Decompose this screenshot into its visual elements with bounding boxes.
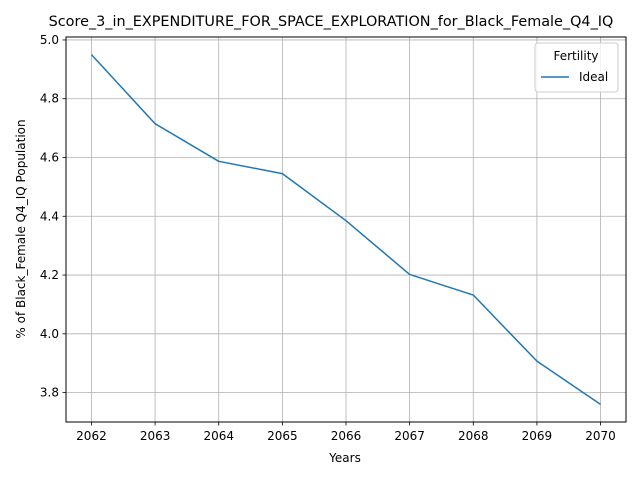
x-axis-ticks: 2062 2063 2064 2065 2066 2067 2068 2069 2070 [76, 422, 616, 443]
y-axis-ticks: 3.8 4.0 4.2 4.4 4.6 4.8 5.0 [40, 33, 66, 400]
x-tick-label: 2063 [140, 429, 171, 443]
x-axis-label: Years [328, 451, 361, 465]
y-tick-label: 3.8 [40, 386, 59, 400]
legend-title: Fertility [553, 49, 598, 63]
y-tick-label: 4.8 [40, 92, 59, 106]
legend: Fertility Ideal [534, 42, 619, 93]
x-tick-label: 2062 [76, 429, 107, 443]
y-tick-label: 4.4 [40, 209, 59, 223]
y-tick-label: 4.0 [40, 327, 59, 341]
x-tick-label: 2068 [458, 429, 489, 443]
y-axis-label: % of Black_Female Q4_IQ Population [14, 119, 28, 338]
x-tick-label: 2066 [331, 429, 362, 443]
x-tick-label: 2070 [585, 429, 616, 443]
legend-label-ideal: Ideal [579, 70, 608, 84]
y-tick-label: 4.6 [40, 150, 59, 164]
legend-box [534, 42, 619, 93]
series-layer [90, 54, 601, 405]
x-tick-label: 2064 [203, 429, 234, 443]
x-tick-label: 2067 [394, 429, 425, 443]
x-tick-label: 2065 [267, 429, 298, 443]
chart-title: Score_3_in_EXPENDITURE_FOR_SPACE_EXPLORA… [49, 14, 614, 30]
y-tick-label: 5.0 [40, 33, 59, 47]
grid-lines [66, 37, 626, 422]
x-tick-label: 2069 [522, 429, 553, 443]
series-line-ideal [90, 54, 601, 405]
y-tick-label: 4.2 [40, 268, 59, 282]
